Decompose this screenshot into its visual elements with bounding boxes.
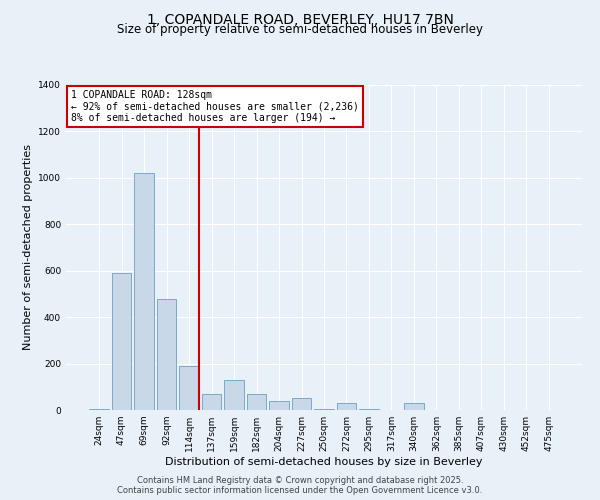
- Y-axis label: Number of semi-detached properties: Number of semi-detached properties: [23, 144, 32, 350]
- Text: Size of property relative to semi-detached houses in Beverley: Size of property relative to semi-detach…: [117, 22, 483, 36]
- Bar: [89, 409, 109, 410]
- Bar: [224, 380, 244, 410]
- Bar: [134, 173, 154, 410]
- Bar: [202, 394, 221, 410]
- Text: 1, COPANDALE ROAD, BEVERLEY, HU17 7BN: 1, COPANDALE ROAD, BEVERLEY, HU17 7BN: [146, 12, 454, 26]
- Text: Contains HM Land Registry data © Crown copyright and database right 2025.
Contai: Contains HM Land Registry data © Crown c…: [118, 476, 482, 495]
- X-axis label: Distribution of semi-detached houses by size in Beverley: Distribution of semi-detached houses by …: [165, 457, 483, 467]
- Bar: [404, 403, 424, 410]
- Bar: [247, 394, 266, 410]
- Bar: [112, 273, 131, 410]
- Text: 1 COPANDALE ROAD: 128sqm
← 92% of semi-detached houses are smaller (2,236)
8% of: 1 COPANDALE ROAD: 128sqm ← 92% of semi-d…: [71, 90, 359, 123]
- Bar: [292, 398, 311, 410]
- Bar: [179, 366, 199, 410]
- Bar: [269, 400, 289, 410]
- Bar: [359, 409, 379, 410]
- Bar: [314, 409, 334, 410]
- Bar: [157, 298, 176, 410]
- Bar: [337, 403, 356, 410]
